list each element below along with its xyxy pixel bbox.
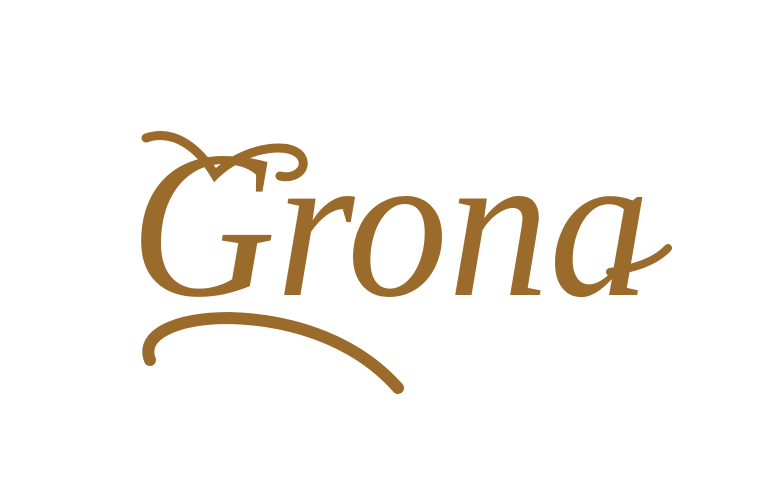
top-swash: [141, 131, 308, 183]
bottom-swash: [142, 311, 404, 394]
tail-swash: [606, 244, 672, 276]
logo-text: Grona: [130, 109, 650, 341]
